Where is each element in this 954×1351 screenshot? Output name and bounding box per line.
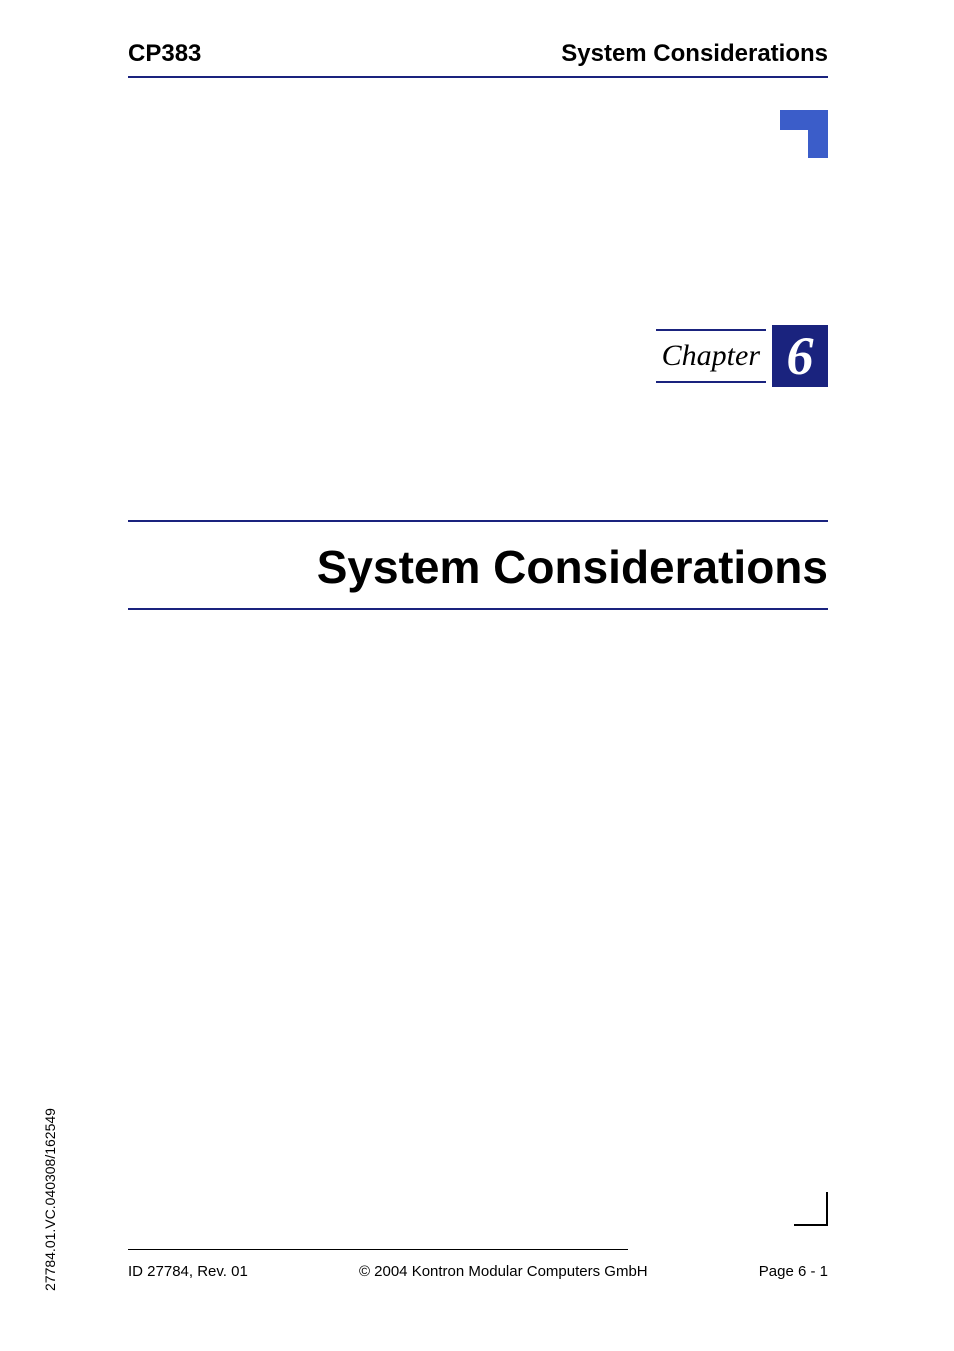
chapter-title: System Considerations bbox=[128, 522, 828, 608]
footer-rule bbox=[128, 1249, 628, 1250]
chapter-badge: Chapter 6 bbox=[656, 325, 828, 387]
footer-crop-icon bbox=[794, 1192, 828, 1226]
chapter-rule-bottom bbox=[656, 381, 766, 383]
chapter-label-wrap: Chapter bbox=[656, 329, 766, 383]
page-content: CP383 System Considerations Chapter 6 Sy… bbox=[128, 40, 828, 1300]
footer-page-number: Page 6 - 1 bbox=[759, 1263, 828, 1280]
footer-copyright: © 2004 Kontron Modular Computers GmbH bbox=[359, 1263, 648, 1280]
header-right-text: System Considerations bbox=[561, 40, 828, 68]
footer-id: ID 27784, Rev. 01 bbox=[128, 1263, 248, 1280]
title-rule-bottom bbox=[128, 608, 828, 610]
chapter-number: 6 bbox=[772, 325, 828, 387]
page-footer: ID 27784, Rev. 01 © 2004 Kontron Modular… bbox=[128, 1263, 828, 1280]
corner-crop-icon bbox=[780, 110, 828, 158]
side-document-code: 27784.01.VC.040308/162549 bbox=[42, 1108, 58, 1291]
header-left-text: CP383 bbox=[128, 40, 201, 68]
page-header: CP383 System Considerations bbox=[128, 40, 828, 78]
chapter-title-block: System Considerations bbox=[128, 520, 828, 610]
chapter-label: Chapter bbox=[656, 331, 766, 381]
